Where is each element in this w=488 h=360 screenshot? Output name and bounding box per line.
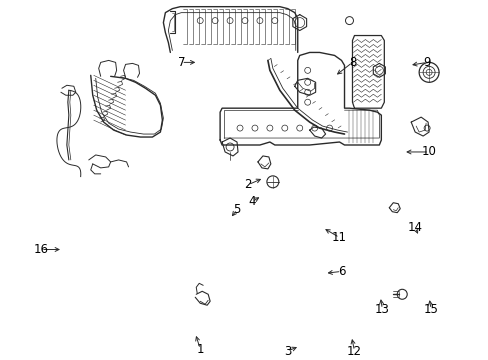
Text: 5: 5: [233, 203, 240, 216]
Text: 13: 13: [374, 303, 389, 316]
Text: 9: 9: [423, 56, 430, 69]
Text: 2: 2: [244, 178, 251, 191]
Text: 14: 14: [407, 221, 422, 234]
Text: 4: 4: [248, 195, 255, 208]
Text: 10: 10: [421, 145, 436, 158]
Text: 11: 11: [331, 231, 346, 244]
Text: 12: 12: [346, 345, 361, 357]
Text: 8: 8: [348, 56, 355, 69]
Text: 15: 15: [423, 303, 438, 316]
Text: 16: 16: [33, 243, 48, 256]
Text: 3: 3: [284, 345, 291, 357]
Text: 7: 7: [177, 56, 184, 69]
Text: 6: 6: [337, 265, 345, 278]
Text: 1: 1: [196, 342, 203, 356]
